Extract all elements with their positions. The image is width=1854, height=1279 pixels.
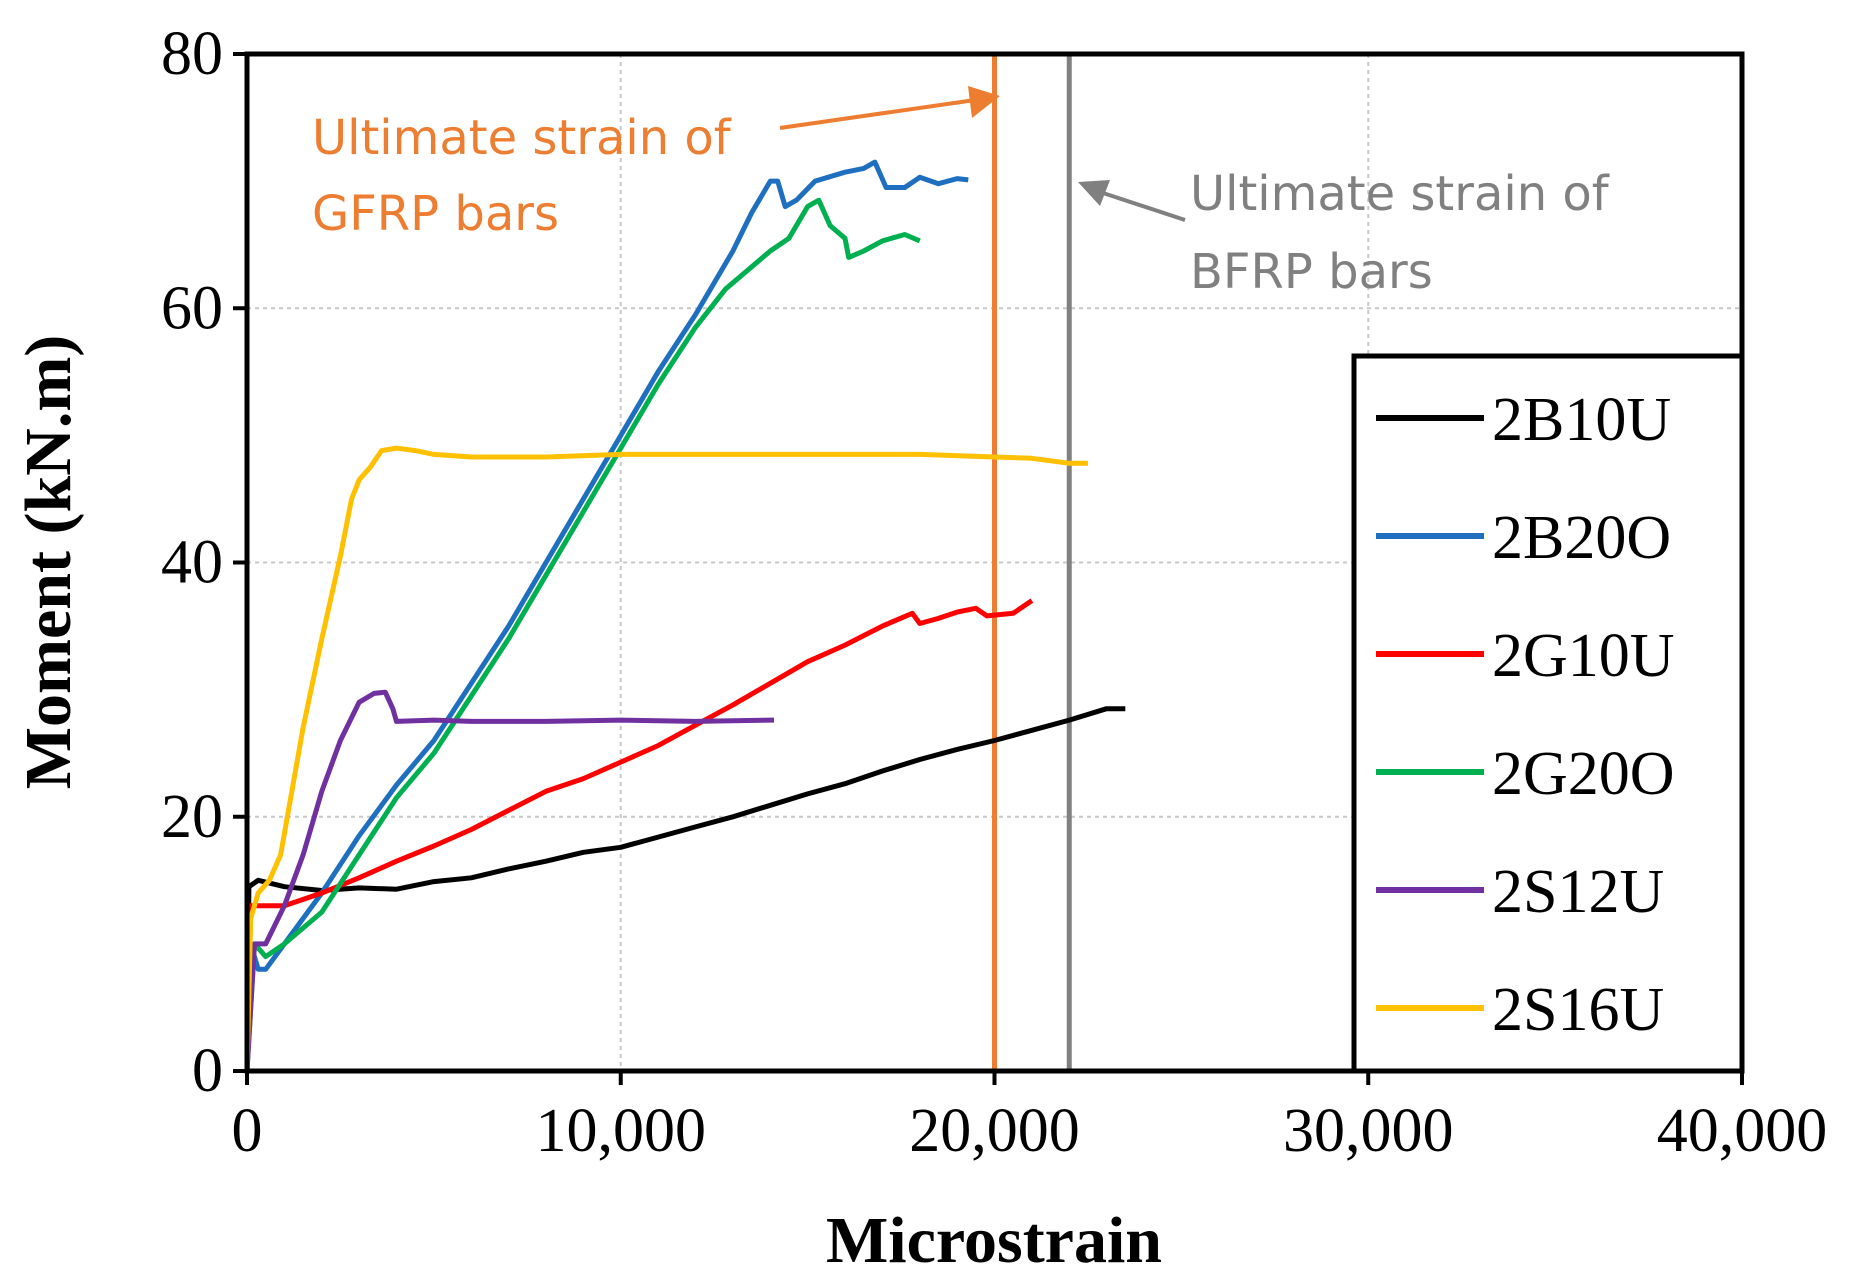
series-line-2s16u bbox=[244, 445, 1088, 1072]
y-tick-label: 80 bbox=[161, 20, 223, 88]
series-line-2g20o bbox=[244, 197, 921, 1072]
gfrp-annotation-arrow bbox=[779, 98, 976, 130]
data-series bbox=[244, 159, 1126, 1072]
gfrp-annotation-line-1: Ultimate strain of bbox=[312, 110, 732, 166]
y-tick-label: 0 bbox=[192, 1037, 223, 1105]
bfrp-annotation-line-2: BFRP bars bbox=[1190, 244, 1433, 300]
x-tick-label: 40,000 bbox=[1657, 1097, 1828, 1165]
y-tick-label: 60 bbox=[161, 274, 223, 342]
y-axis-title: Moment (kN.m) bbox=[12, 335, 85, 790]
series-line-2g10u bbox=[244, 598, 1034, 1072]
legend-label-2g20o: 2G20O bbox=[1492, 740, 1675, 808]
x-tick-label: 10,000 bbox=[536, 1097, 707, 1165]
y-tick-label: 40 bbox=[161, 529, 223, 597]
ultimate-strain-lines bbox=[992, 54, 1072, 1071]
gfrp-annotation-line-2: GFRP bars bbox=[312, 186, 559, 242]
legend-label-2s16u: 2S16U bbox=[1492, 976, 1664, 1044]
gfrp-annotation: Ultimate strain of GFRP bars bbox=[312, 86, 1000, 242]
bfrp-annotation-line-1: Ultimate strain of bbox=[1190, 166, 1610, 222]
series-line-2s12u bbox=[244, 689, 774, 1072]
bfrp-arrow-head bbox=[1078, 180, 1110, 206]
legend-label-2g10u: 2G10U bbox=[1492, 622, 1675, 690]
axis-ticks: 0 10,000 20,000 30,000 40,000 0 20 40 60 80 bbox=[161, 20, 1827, 1165]
legend-label-2b10u: 2B10U bbox=[1492, 386, 1671, 454]
x-tick-label: 30,000 bbox=[1283, 1097, 1454, 1165]
bfrp-annotation: Ultimate strain of BFRP bars bbox=[1078, 166, 1610, 300]
legend: 2B10U 2B20O 2G10U 2G20O 2S12U 2S16U bbox=[1351, 353, 1745, 1074]
x-axis-title: Microstrain bbox=[826, 1204, 1162, 1277]
y-tick-label: 20 bbox=[161, 783, 223, 851]
legend-label-2s12u: 2S12U bbox=[1492, 858, 1664, 926]
legend-box bbox=[1351, 353, 1745, 1074]
gfrp-arrow-head bbox=[968, 86, 1000, 118]
x-tick-label: 20,000 bbox=[909, 1097, 1080, 1165]
x-tick-label: 0 bbox=[232, 1097, 263, 1165]
bfrp-annotation-arrow bbox=[1099, 190, 1186, 222]
legend-label-2b20o: 2B20O bbox=[1492, 504, 1671, 572]
series-line-2b20o bbox=[244, 159, 969, 1072]
